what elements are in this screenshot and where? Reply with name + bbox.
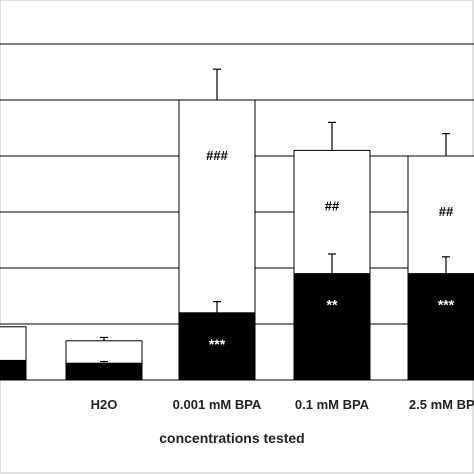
- bar-segment-lower: [0, 359, 27, 381]
- significance-label-lower: ***: [438, 297, 455, 313]
- bar-segment-lower: [293, 273, 371, 381]
- x-tick-label: H2O: [91, 397, 118, 412]
- bar-segment-lower: [65, 362, 143, 381]
- x-tick-label: 2.5 mM BPA: [409, 397, 474, 412]
- bar-segment-lower: [407, 273, 474, 381]
- bars: *** ### ** ## *** ##: [0, 68, 474, 381]
- bar-segment-upper: [293, 149, 371, 275]
- bar-segment-upper: [65, 340, 143, 364]
- x-tick-label: 0.1 mM BPA: [295, 397, 370, 412]
- significance-label-lower: ***: [209, 336, 226, 352]
- bar-segment-lower: [178, 312, 256, 381]
- x-tick-label: 0.001 mM BPA: [173, 397, 262, 412]
- bar-segment-upper: [178, 99, 256, 314]
- bar-segment-upper: [0, 326, 27, 361]
- significance-label-upper: ###: [206, 148, 228, 163]
- x-axis-label: concentrations tested: [159, 430, 304, 446]
- significance-label-upper: ##: [439, 204, 454, 219]
- significance-label-lower: **: [327, 297, 338, 313]
- significance-label-upper: ##: [325, 198, 340, 213]
- bar-segment-upper: [407, 155, 474, 275]
